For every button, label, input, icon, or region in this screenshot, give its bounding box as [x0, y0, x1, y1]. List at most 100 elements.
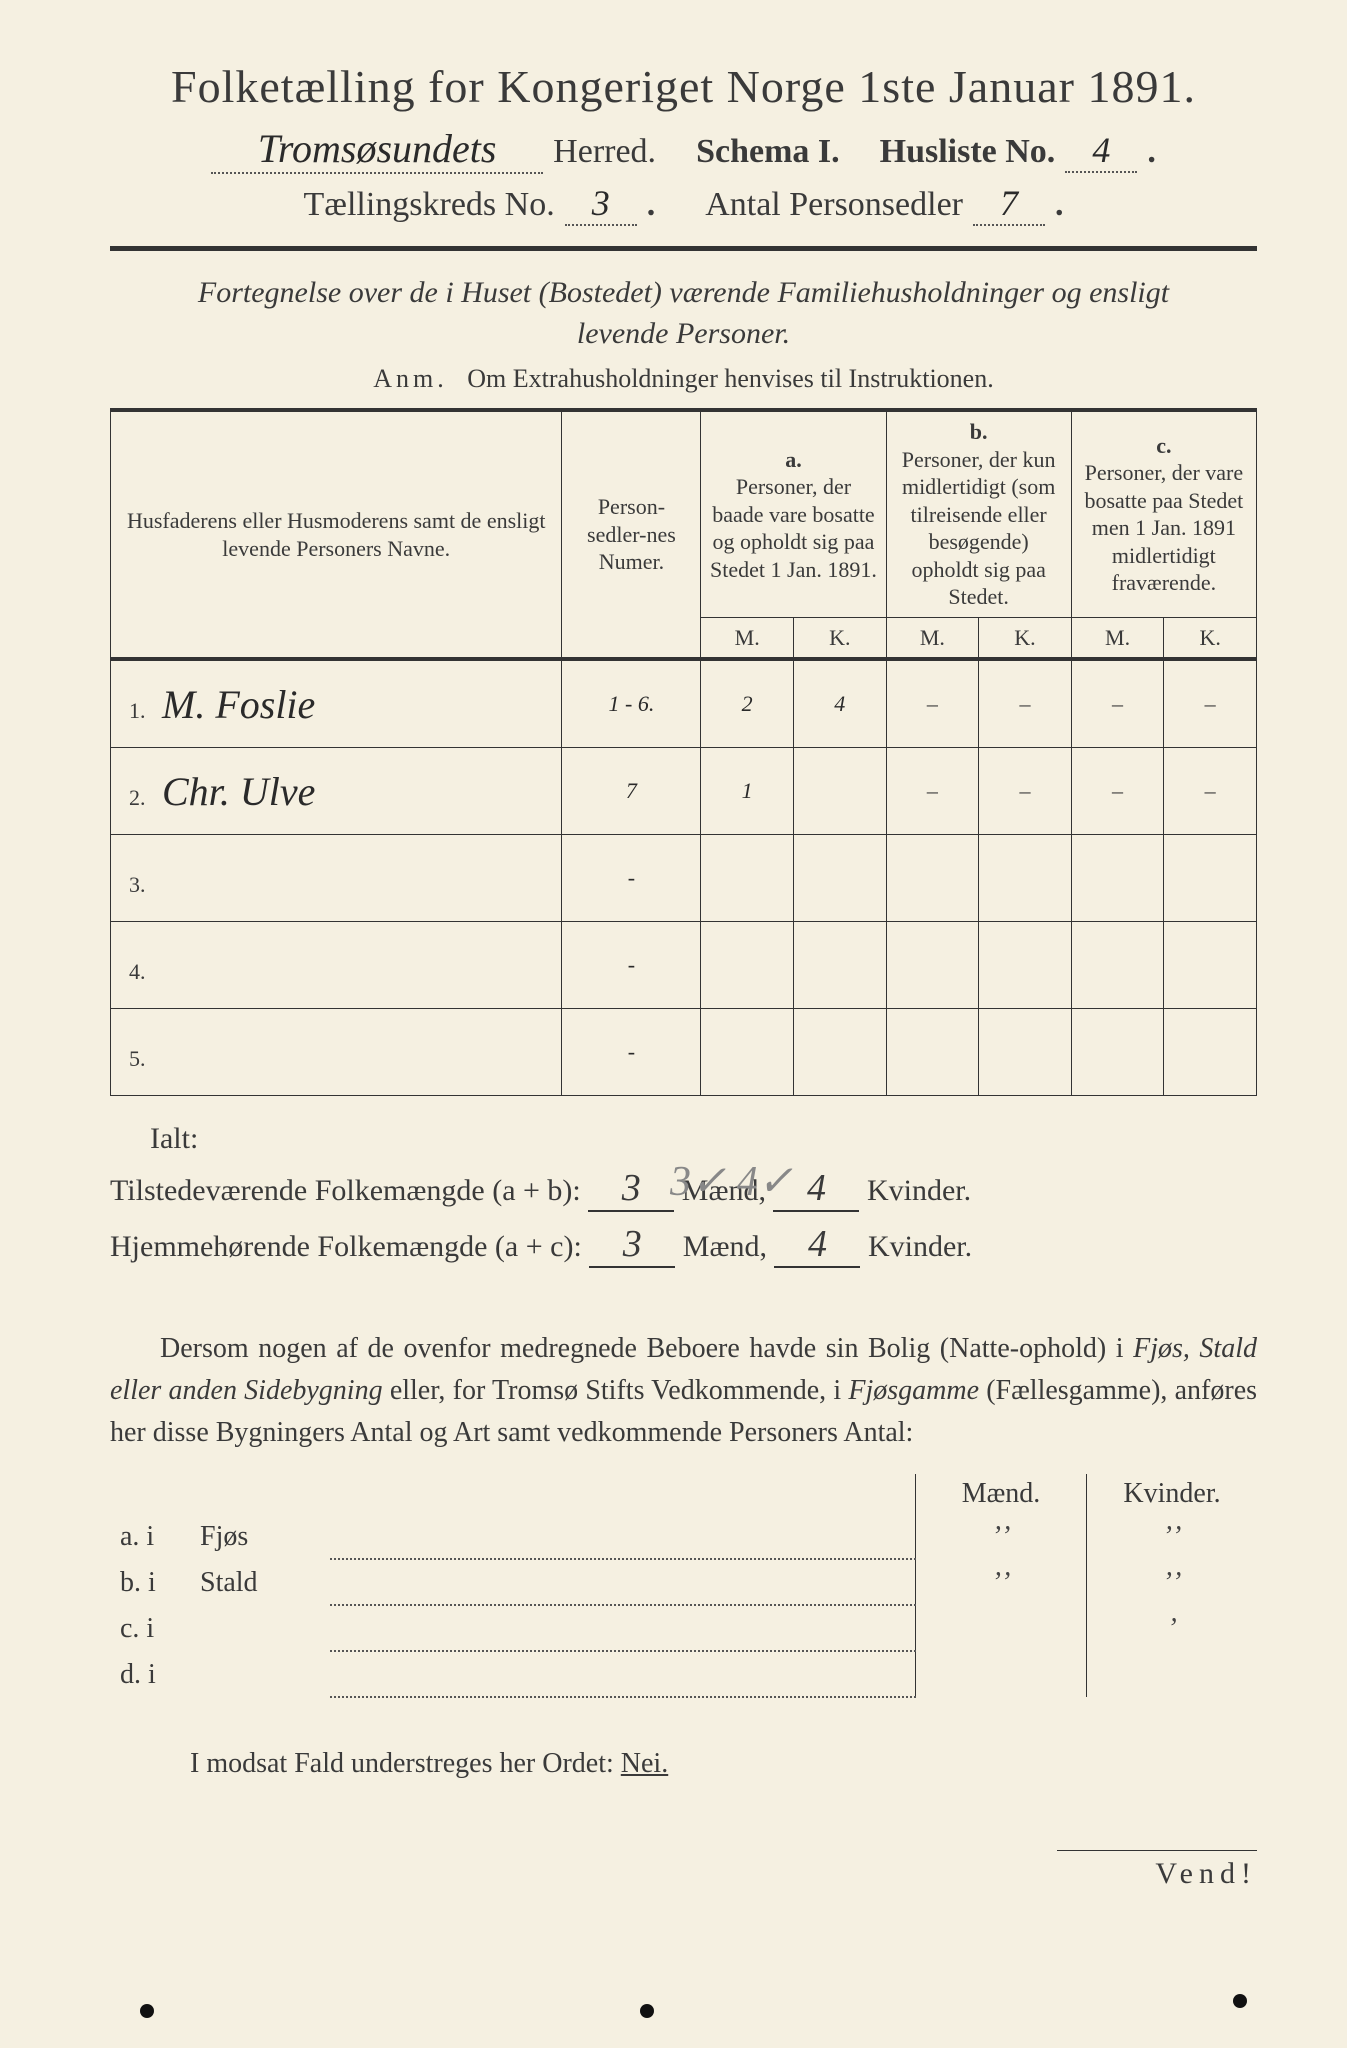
second-table-row: c. i ʼ	[110, 1605, 1257, 1651]
nei-text: I modsat Fald understreges her Ordet:	[190, 1748, 621, 1779]
th-a-label: a.	[785, 447, 802, 472]
row-bk	[979, 922, 1072, 1009]
anm-prefix: Anm.	[373, 364, 448, 393]
st-k: ʼʼ	[1087, 1514, 1258, 1559]
th-c: c. Personer, der vare bosatte paa Stedet…	[1071, 410, 1256, 617]
sum2-kvinder: Kvinder.	[868, 1230, 972, 1263]
para-a: Dersom nogen af de ovenfor medregnede Be…	[160, 1333, 1133, 1364]
row-cm	[1071, 1009, 1164, 1096]
st-m: ʼʼ	[916, 1514, 1087, 1559]
sum1-m: 3	[588, 1166, 674, 1212]
row-num: 1 - 6.	[562, 659, 701, 748]
sum2-k: 4	[774, 1222, 860, 1268]
st-head-k: Kvinder.	[1087, 1474, 1258, 1514]
row-am	[701, 835, 794, 922]
sum1-kvinder: Kvinder.	[867, 1174, 971, 1207]
row-bm: –	[886, 748, 979, 835]
table-row: 3. -	[111, 835, 1257, 922]
st-m	[916, 1605, 1087, 1651]
th-num: Person-sedler-nes Numer.	[562, 410, 701, 659]
table-row: 2. Chr. Ulve71––––	[111, 748, 1257, 835]
table-row: 1. M. Foslie1 - 6.24––––	[111, 659, 1257, 748]
schema-label: Schema I.	[696, 133, 840, 171]
main-table: Husfaderens eller Husmoderens samt de en…	[110, 408, 1257, 1096]
paragraph: Dersom nogen af de ovenfor medregnede Be…	[110, 1328, 1257, 1454]
st-word: Stald	[190, 1559, 330, 1605]
th-a-m: M.	[701, 617, 794, 659]
st-lab: c. i	[110, 1605, 190, 1651]
row-bk: –	[979, 748, 1072, 835]
row-bk	[979, 1009, 1072, 1096]
nei-line: I modsat Fald understreges her Ordet: Ne…	[110, 1748, 1257, 1780]
row-num: -	[562, 1009, 701, 1096]
census-form-page: Folketælling for Kongeriget Norge 1ste J…	[0, 0, 1347, 2048]
row-cm	[1071, 922, 1164, 1009]
kreds-no: 3	[565, 182, 637, 226]
st-m: ʼʼ	[916, 1559, 1087, 1605]
th-c-k: K.	[1164, 617, 1257, 659]
th-b-k: K.	[979, 617, 1072, 659]
st-word	[190, 1605, 330, 1651]
row-am: 1	[701, 748, 794, 835]
second-table-row: a. iFjøs ʼʼʼʼ	[110, 1514, 1257, 1559]
page-title: Folketælling for Kongeriget Norge 1ste J…	[110, 60, 1257, 113]
subtitle-line2: levende Personer.	[577, 317, 790, 350]
table-row: 5. -	[111, 1009, 1257, 1096]
row-am	[701, 1009, 794, 1096]
header-line-2: Tromsøsundets Herred. Schema I. Husliste…	[110, 125, 1257, 174]
row-number: 5.	[111, 1009, 562, 1096]
para-b: eller, for Tromsø Stifts Vedkommende, i	[390, 1375, 849, 1406]
row-bm: –	[886, 659, 979, 748]
row-ck	[1164, 1009, 1257, 1096]
th-c-text: Personer, der vare bosatte paa Stedet me…	[1084, 460, 1243, 595]
row-num: -	[562, 922, 701, 1009]
th-b-label: b.	[970, 419, 988, 444]
row-bk	[979, 835, 1072, 922]
row-name: Chr. Ulve	[162, 769, 315, 814]
th-b: b. Personer, der kun midlertidigt (som t…	[886, 410, 1071, 617]
row-ak	[793, 1009, 886, 1096]
antal-no: 7	[973, 182, 1045, 226]
row-bm	[886, 922, 979, 1009]
st-head-m: Mænd.	[916, 1474, 1087, 1514]
pencil-tally: 3✓ 4✓	[670, 1156, 793, 1206]
st-word	[190, 1651, 330, 1697]
row-bm	[886, 1009, 979, 1096]
row-number: 4.	[111, 922, 562, 1009]
st-lab: a. i	[110, 1514, 190, 1559]
ink-blot	[640, 2004, 654, 2018]
st-k: ʼ	[1087, 1605, 1258, 1651]
ialt-label: Ialt:	[150, 1122, 1257, 1156]
st-word: Fjøs	[190, 1514, 330, 1559]
th-name: Husfaderens eller Husmoderens samt de en…	[111, 410, 562, 659]
herred-label: Herred.	[553, 133, 656, 171]
st-dots	[330, 1651, 916, 1697]
th-a-text: Personer, der baade vare bosatte og opho…	[710, 474, 877, 582]
herred-name: Tromsøsundets	[211, 125, 543, 174]
st-dots	[330, 1559, 916, 1605]
row-ck: –	[1164, 659, 1257, 748]
row-num: 7	[562, 748, 701, 835]
subtitle-line1: Fortegnelse over de i Huset (Bostedet) v…	[198, 276, 1169, 309]
st-k	[1087, 1651, 1258, 1697]
row-cm: –	[1071, 748, 1164, 835]
st-lab: b. i	[110, 1559, 190, 1605]
row-ck: –	[1164, 748, 1257, 835]
row-bk: –	[979, 659, 1072, 748]
row-number: 1. M. Foslie	[111, 659, 562, 748]
th-c-m: M.	[1071, 617, 1164, 659]
sum2-maend: Mænd,	[683, 1230, 767, 1263]
th-b-m: M.	[886, 617, 979, 659]
sum1-label: Tilstedeværende Folkemængde (a + b):	[110, 1174, 581, 1207]
row-am: 2	[701, 659, 794, 748]
th-c-label: c.	[1156, 433, 1171, 458]
row-name: M. Foslie	[162, 682, 315, 727]
second-table-row: b. iStald ʼʼʼʼ	[110, 1559, 1257, 1605]
vend: Vend!	[1057, 1850, 1257, 1891]
sum-line-2: Hjemmehørende Folkemængde (a + c): 3 Mæn…	[110, 1222, 1257, 1268]
row-ak: 4	[793, 659, 886, 748]
row-bm	[886, 835, 979, 922]
rule-1	[110, 246, 1257, 251]
subtitle: Fortegnelse over de i Huset (Bostedet) v…	[110, 273, 1257, 354]
row-ak	[793, 748, 886, 835]
